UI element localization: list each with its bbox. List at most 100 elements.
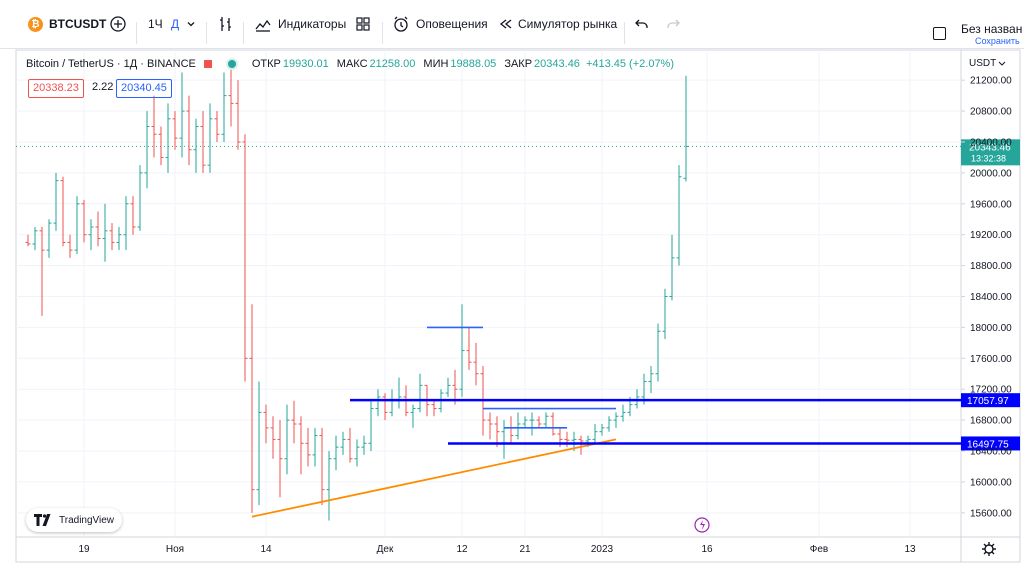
square-icon xyxy=(203,60,212,68)
ohlc-bar xyxy=(529,412,535,436)
ohlc-bar xyxy=(53,172,59,231)
chart-border xyxy=(15,49,1021,563)
ohlc-bar xyxy=(466,327,472,370)
indicators-button[interactable]: Индикаторы xyxy=(254,0,346,48)
flash-event-marker[interactable] xyxy=(694,517,710,533)
close-label: ЗАКР xyxy=(504,58,533,70)
ohlc-bar xyxy=(193,118,199,173)
alerts-label: Оповещения xyxy=(416,17,488,31)
y-tick-label: 19600.00 xyxy=(970,199,1012,210)
toolbar-divider xyxy=(243,22,244,44)
ohlc-bar xyxy=(291,400,297,444)
ohlc-bar xyxy=(172,111,178,150)
ohlc-bar xyxy=(25,234,31,247)
ohlc-bar xyxy=(144,111,150,189)
y-tick-label: 17200.00 xyxy=(970,385,1012,396)
rewind-icon xyxy=(499,19,512,29)
change-value: +413.45 (+2.07%) xyxy=(585,58,675,70)
chart-type-button[interactable] xyxy=(217,0,235,48)
level-price-tag xyxy=(961,436,1020,451)
ohlc-bar xyxy=(81,199,87,243)
interval-hour-button[interactable]: 1Ч xyxy=(148,0,163,48)
y-tick-label: 18400.00 xyxy=(970,292,1012,303)
ohlc-bar xyxy=(32,226,38,251)
interval-dropdown[interactable] xyxy=(186,0,196,48)
countdown-label: 13:32:38 xyxy=(971,153,1006,163)
legend-title[interactable]: Bitcoin / TetherUS · 1Д · BINANCE xyxy=(26,58,196,70)
ohlc-bar xyxy=(613,412,619,428)
toolbar-divider xyxy=(382,22,383,44)
interval-day-button[interactable]: Д xyxy=(171,0,179,48)
ohlc-bar xyxy=(340,431,346,455)
ohlc-bar xyxy=(312,427,318,467)
ohlc-bar xyxy=(235,80,241,150)
x-tick-label: 13 xyxy=(904,544,916,555)
undo-button[interactable] xyxy=(634,0,650,48)
ohlc-bar xyxy=(60,176,66,247)
buy-price-button[interactable]: 20340.45 xyxy=(116,79,172,98)
y-tick-label: 19200.00 xyxy=(970,230,1012,241)
redo-button[interactable] xyxy=(665,0,681,48)
ohlc-bar xyxy=(249,304,255,513)
ohlc-bar xyxy=(445,377,451,397)
ohlc-bar xyxy=(88,219,94,251)
plus-circle-icon xyxy=(110,16,126,32)
bitcoin-icon: ₿ xyxy=(28,16,43,32)
ohlc-bar xyxy=(242,134,248,382)
ohlc-bar xyxy=(123,196,129,251)
ohlc-bar xyxy=(620,404,626,422)
ohlc-bar xyxy=(683,75,689,182)
ohlc-bar xyxy=(417,373,423,413)
tradingview-label: TradingView xyxy=(59,514,115,526)
ohlc-bar xyxy=(452,369,458,405)
ohlc-bar xyxy=(676,165,682,266)
ohlc-bar xyxy=(277,420,283,498)
ohlc-bar xyxy=(494,416,500,448)
ohlc-bar xyxy=(130,196,136,235)
ohlc-bar xyxy=(333,435,339,471)
level-price-label: 17057.97 xyxy=(967,396,1009,407)
symbol-search[interactable]: ₿ BTCUSDT xyxy=(28,0,106,48)
x-tick-label: 12 xyxy=(456,544,468,555)
ohlc-bar xyxy=(326,451,332,521)
compare-button[interactable] xyxy=(109,0,127,48)
x-tick-label: 14 xyxy=(260,544,272,555)
y-tick-label: 16000.00 xyxy=(970,477,1012,488)
high-label: МАКС xyxy=(336,58,368,70)
ohlc-bar xyxy=(382,393,388,421)
ohlc-bar xyxy=(634,389,640,409)
ohlc-bar xyxy=(179,72,185,158)
ohlc-bar xyxy=(151,95,157,158)
x-tick-label: Ноя xyxy=(166,544,184,555)
ohlc-bar xyxy=(116,226,122,251)
undo-icon xyxy=(635,19,648,28)
ohlc-bar xyxy=(67,234,73,258)
sell-price-button[interactable]: 20338.23 xyxy=(28,79,84,98)
ohlc-bar xyxy=(368,400,374,452)
layout-save-status[interactable]: Сохранить xyxy=(975,36,1020,46)
layout-button[interactable] xyxy=(355,0,371,48)
orange-trendline xyxy=(251,438,617,518)
layout-title[interactable]: Без назван xyxy=(961,22,1023,36)
ohlc-bar xyxy=(284,404,290,475)
select-checkbox[interactable] xyxy=(933,27,946,40)
y-tick-label: 17600.00 xyxy=(970,354,1012,365)
market-status-icon xyxy=(227,60,236,68)
indicators-label: Индикаторы xyxy=(278,17,347,31)
ohlc-bar xyxy=(578,435,584,455)
high-value: 21258.00 xyxy=(369,58,416,70)
ohlc-bar xyxy=(375,389,381,417)
ohlc-bar xyxy=(487,412,493,440)
redo-icon xyxy=(667,19,680,28)
currency-label[interactable]: USDT xyxy=(969,58,996,69)
last-price-tag xyxy=(961,139,1020,166)
y-tick-label: 20000.00 xyxy=(970,168,1012,179)
ohlc-bar xyxy=(305,427,311,467)
tradingview-logo[interactable]: TradingView xyxy=(26,508,123,532)
ohlc-bar xyxy=(543,412,549,428)
replay-button[interactable]: Симулятор рынка xyxy=(498,0,617,48)
ohlc-bar xyxy=(515,412,521,440)
alerts-button[interactable]: Оповещения xyxy=(392,0,488,48)
settings-button[interactable] xyxy=(982,542,996,556)
